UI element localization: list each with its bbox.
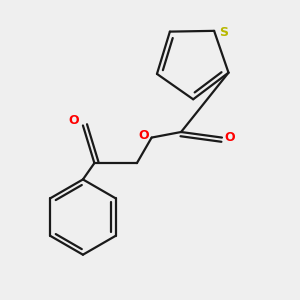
Text: O: O [138,129,149,142]
Text: S: S [219,26,228,39]
Text: O: O [225,131,236,144]
Text: O: O [68,114,79,127]
